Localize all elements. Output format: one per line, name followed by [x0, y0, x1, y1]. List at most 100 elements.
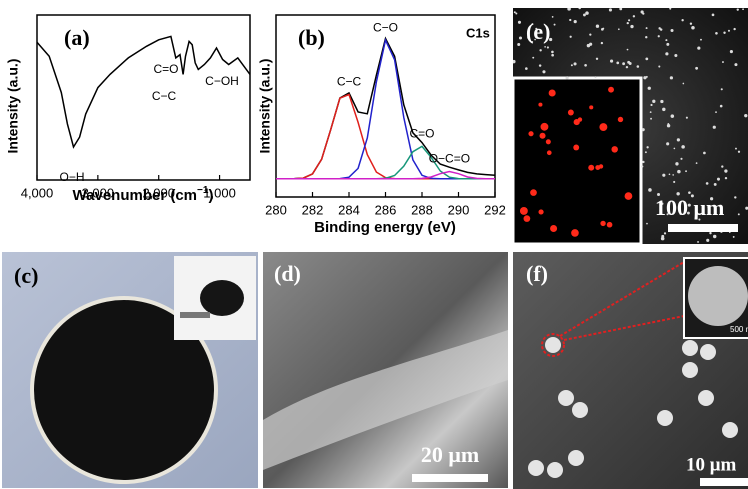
subtitle: C1s	[466, 25, 490, 40]
inset-object	[200, 280, 244, 316]
speck	[554, 24, 556, 26]
speck	[737, 8, 739, 10]
scale-bar	[668, 224, 738, 232]
speck	[681, 145, 685, 149]
speck	[525, 67, 528, 70]
speck	[566, 76, 569, 79]
speck	[551, 54, 554, 57]
sphere	[547, 462, 563, 478]
red-dot	[541, 123, 549, 131]
speck	[669, 173, 671, 175]
speck	[583, 14, 586, 17]
x-tick-label: 288	[411, 202, 433, 217]
speck	[697, 47, 700, 50]
speck	[551, 51, 554, 54]
panel-label: (c)	[14, 263, 38, 288]
speck	[720, 105, 723, 108]
speck	[685, 170, 687, 172]
speck	[722, 61, 724, 63]
speck	[646, 146, 648, 148]
red-dot	[538, 103, 542, 107]
red-dot	[547, 150, 552, 155]
red-dot	[573, 145, 579, 151]
panel-label: (b)	[298, 25, 325, 50]
speck	[674, 54, 677, 57]
speck	[633, 15, 635, 17]
red-dot	[568, 110, 574, 116]
speck	[677, 138, 680, 141]
speck	[675, 162, 678, 165]
speck	[662, 108, 665, 111]
x-tick-label: 3,000	[82, 185, 115, 200]
speck	[646, 223, 648, 225]
speck	[713, 235, 716, 238]
speck	[584, 64, 587, 67]
red-dot	[530, 189, 537, 196]
speck	[552, 16, 554, 18]
red-dot	[625, 192, 633, 200]
sphere	[545, 337, 561, 353]
speck	[512, 60, 515, 63]
speck	[709, 232, 711, 234]
speck	[578, 7, 581, 10]
speck	[690, 23, 692, 25]
speck	[730, 50, 733, 53]
speck	[717, 178, 720, 181]
speck	[670, 29, 673, 32]
speck	[667, 123, 669, 125]
red-dot	[611, 146, 617, 152]
red-dot	[588, 165, 594, 171]
speck	[515, 12, 517, 14]
speck	[696, 162, 698, 164]
speck	[622, 62, 625, 65]
speck	[627, 22, 629, 24]
sphere	[568, 450, 584, 466]
red-dot	[571, 229, 579, 237]
speck	[658, 35, 660, 37]
speck	[630, 25, 633, 28]
speck	[714, 183, 717, 186]
speck	[665, 39, 667, 41]
red-dot	[618, 117, 623, 122]
speck	[712, 13, 715, 16]
speck	[595, 76, 597, 78]
speck	[670, 76, 673, 79]
y-axis-label: Intensity (a.u.)	[257, 59, 273, 154]
speck	[569, 19, 571, 21]
speck	[733, 236, 735, 238]
speck	[683, 83, 685, 85]
speck	[706, 239, 709, 242]
speck	[660, 28, 662, 30]
series-line	[276, 95, 495, 179]
sphere	[682, 362, 698, 378]
x-tick-label: 4,000	[21, 185, 54, 200]
speck	[665, 52, 668, 55]
speck	[645, 36, 647, 38]
x-tick-label: 292	[484, 202, 506, 217]
speck	[642, 128, 645, 131]
red-dot	[608, 87, 614, 93]
speck	[734, 63, 737, 66]
speck	[697, 241, 699, 243]
speck	[570, 36, 572, 38]
speck	[628, 19, 630, 21]
speck	[517, 43, 520, 46]
speck	[574, 20, 577, 23]
speck	[680, 158, 682, 160]
sphere	[682, 340, 698, 356]
speck	[571, 64, 573, 66]
speck	[618, 28, 620, 30]
speck	[601, 28, 604, 31]
x-tick-label: 284	[338, 202, 360, 217]
speck	[646, 27, 648, 29]
sphere	[558, 390, 574, 406]
speck	[547, 46, 549, 48]
speck	[671, 114, 675, 118]
red-dot	[520, 207, 528, 215]
annotation: C−OH	[205, 74, 239, 88]
speck	[596, 25, 599, 28]
speck	[627, 49, 629, 51]
speck	[519, 37, 522, 40]
sphere	[657, 410, 673, 426]
speck	[723, 32, 725, 34]
